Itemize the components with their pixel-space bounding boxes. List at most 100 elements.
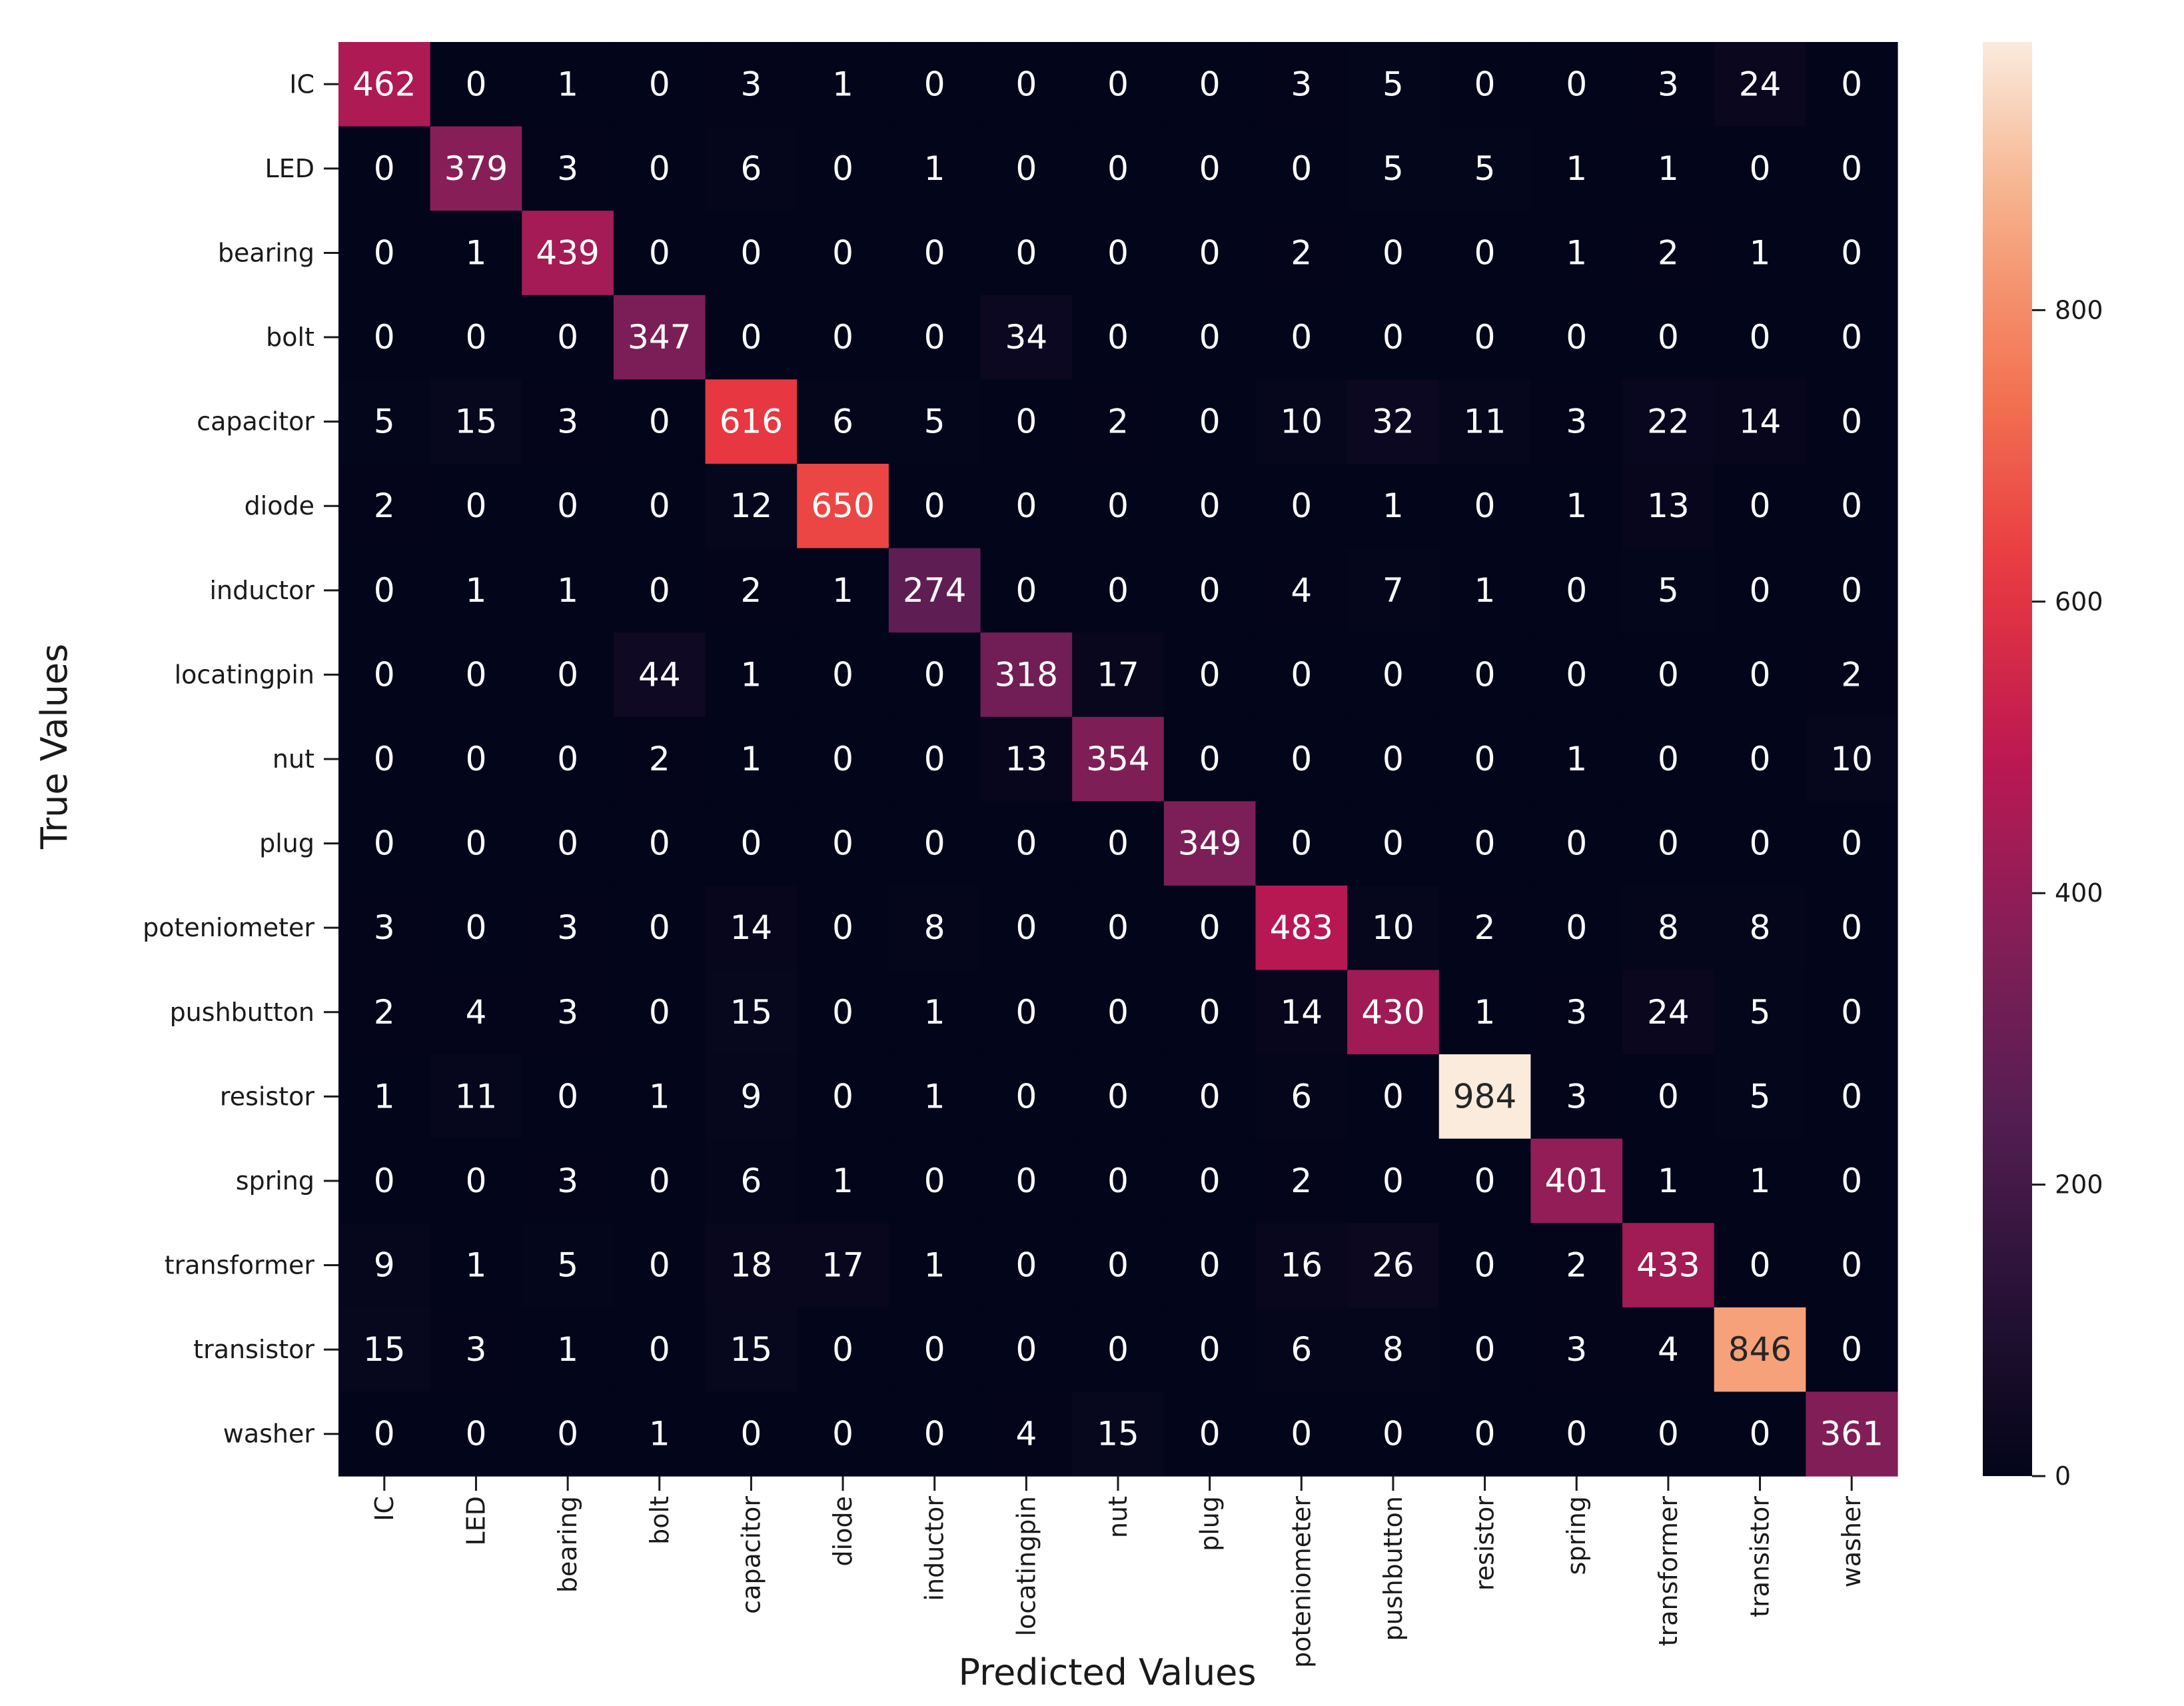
heatmap-cell: [1255, 885, 1348, 971]
cell-value-label: 1: [1658, 1162, 1679, 1200]
heatmap-cell: [430, 379, 522, 464]
heatmap-cell: [1622, 1138, 1715, 1224]
heatmap-cell: [1622, 1223, 1715, 1308]
cell-value-label: 44: [638, 655, 681, 694]
cell-value-label: 0: [1750, 824, 1771, 863]
heatmap-cell: [1438, 1391, 1532, 1477]
heatmap-cell: [613, 211, 706, 296]
heatmap-cell: [1806, 379, 1898, 464]
cell-value-label: 1: [1566, 740, 1587, 778]
heatmap-cell: [705, 1391, 798, 1477]
heatmap-cell: [797, 211, 889, 296]
cell-value-label: 616: [720, 403, 783, 441]
cell-value-label: 0: [649, 233, 670, 272]
cell-value-label: 3: [557, 908, 578, 947]
cell-value-label: 0: [1750, 571, 1771, 610]
heatmap-cell: [1530, 126, 1623, 211]
cell-value-label: 0: [1474, 318, 1496, 357]
cell-value-label: 0: [1107, 1162, 1129, 1200]
cell-value-label: 15: [1097, 1415, 1139, 1453]
cell-value-label: 0: [1291, 824, 1312, 863]
heatmap-cell: [1806, 126, 1898, 211]
cell-value-label: 0: [832, 740, 853, 778]
cell-value-label: 0: [1382, 318, 1404, 357]
heatmap-cell: [1622, 1391, 1715, 1477]
heatmap-cell: [1163, 1138, 1257, 1224]
heatmap-cell: [338, 1138, 431, 1224]
cell-value-label: 0: [1382, 740, 1404, 778]
heatmap-cell: [797, 1054, 889, 1140]
heatmap-cell: [1622, 295, 1715, 380]
heatmap-cell: [797, 1223, 889, 1308]
cell-value-label: 0: [832, 824, 853, 863]
heatmap-cell: [705, 716, 798, 802]
heatmap-cell: [980, 295, 1073, 380]
heatmap-cell: [1347, 1138, 1440, 1224]
colorbar-tick-label: 0: [2055, 1461, 2071, 1491]
cell-value-label: 0: [1658, 318, 1679, 357]
heatmap-cell: [1438, 632, 1532, 718]
heatmap-cell: [888, 632, 981, 718]
cell-value-label: 0: [557, 655, 578, 694]
heatmap-cell: [522, 126, 614, 211]
cell-value-label: 6: [741, 149, 762, 188]
cell-value-label: 8: [1658, 908, 1679, 947]
heatmap-cell: [1714, 970, 1806, 1055]
cell-value-label: 5: [924, 403, 945, 441]
cell-value-label: 0: [924, 65, 945, 103]
heatmap-cell: [522, 801, 614, 886]
heatmap-cell: [797, 1307, 889, 1393]
cell-value-label: 0: [1015, 486, 1037, 525]
heatmap-cell: [1255, 379, 1348, 464]
cell-value-label: 3: [1658, 65, 1679, 103]
cell-value-label: 0: [924, 1415, 945, 1453]
cell-value-label: 0: [1015, 65, 1037, 103]
cell-value-label: 1: [924, 993, 945, 1032]
heatmap-cell: [797, 885, 889, 971]
cell-value-label: 0: [1199, 1415, 1221, 1453]
cell-value-label: 0: [649, 571, 670, 610]
heatmap-cell: [522, 1223, 614, 1308]
heatmap-cell: [888, 1138, 981, 1224]
heatmap-cell: [522, 632, 614, 718]
cell-value-label: 24: [1739, 65, 1782, 103]
cell-value-label: 1: [924, 1246, 945, 1285]
cell-value-label: 2: [1658, 233, 1679, 272]
cell-value-label: 0: [1382, 233, 1404, 272]
cell-value-label: 0: [557, 1077, 578, 1116]
cell-value-label: 0: [466, 486, 487, 525]
heatmap-cell: [980, 1138, 1073, 1224]
cell-value-label: 0: [1199, 908, 1221, 947]
cell-value-label: 0: [741, 318, 762, 357]
cell-value-label: 2: [1474, 908, 1496, 947]
heatmap-cell: [1622, 716, 1715, 802]
heatmap-cell: [1714, 211, 1806, 296]
heatmap-cell: [980, 1054, 1073, 1140]
heatmap-cell: [1530, 1138, 1623, 1224]
x-axis-title: Predicted Values: [958, 1651, 1256, 1693]
cell-value-label: 0: [1291, 486, 1312, 525]
heatmap-cell: [888, 379, 981, 464]
cell-value-label: 24: [1647, 993, 1690, 1032]
cell-value-label: 0: [1750, 1415, 1771, 1453]
heatmap-cell: [1255, 126, 1348, 211]
heatmap-cell: [613, 716, 706, 802]
cell-value-label: 0: [374, 740, 395, 778]
cell-value-label: 2: [374, 486, 395, 525]
heatmap-cell: [1530, 1391, 1623, 1477]
cell-value-label: 0: [1291, 318, 1312, 357]
heatmap-cell: [705, 1223, 798, 1308]
heatmap-cell: [338, 801, 431, 886]
heatmap-cell: [1072, 1138, 1165, 1224]
cell-value-label: 0: [649, 993, 670, 1032]
cell-value-label: 0: [649, 824, 670, 863]
cell-value-label: 3: [1566, 403, 1587, 441]
heatmap-cell: [1806, 632, 1898, 718]
cell-value-label: 1: [924, 149, 945, 188]
heatmap-cell: [430, 211, 522, 296]
heatmap-cell: [1530, 801, 1623, 886]
cell-value-label: 0: [832, 1415, 853, 1453]
cell-value-label: 0: [1382, 1162, 1404, 1200]
cell-value-label: 0: [1199, 486, 1221, 525]
cell-value-label: 1: [374, 1077, 395, 1116]
